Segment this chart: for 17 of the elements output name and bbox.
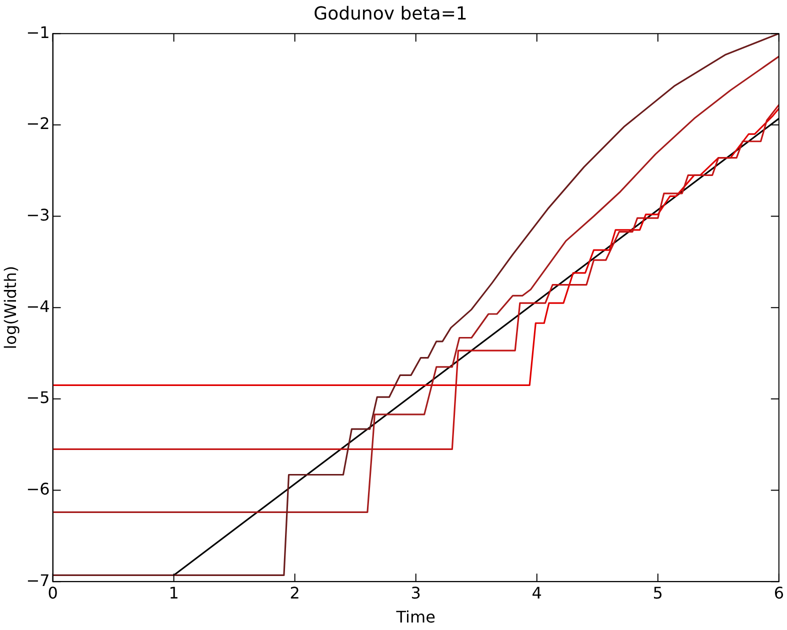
y-tick-label: −5	[26, 388, 50, 408]
x-tick-label: 1	[168, 583, 179, 602]
y-tick-label: −3	[26, 205, 50, 224]
x-tick-label: 2	[290, 583, 300, 602]
y-tick-label: −4	[26, 296, 50, 316]
y-tick-label: −2	[26, 114, 50, 134]
x-axis-title: Time	[395, 608, 436, 627]
x-tick-label: 4	[532, 583, 542, 602]
y-tick-label: −6	[26, 479, 50, 498]
y-tick-label: −1	[26, 22, 50, 42]
chart-title: Godunov beta=1	[314, 3, 468, 24]
x-tick-label: 3	[410, 583, 421, 602]
x-tick-label: 0	[48, 583, 58, 602]
x-tick-label: 6	[774, 583, 784, 602]
x-tick-label: 5	[652, 583, 663, 602]
y-tick-label: −7	[26, 570, 50, 590]
y-axis-title: log(Width)	[0, 266, 20, 350]
